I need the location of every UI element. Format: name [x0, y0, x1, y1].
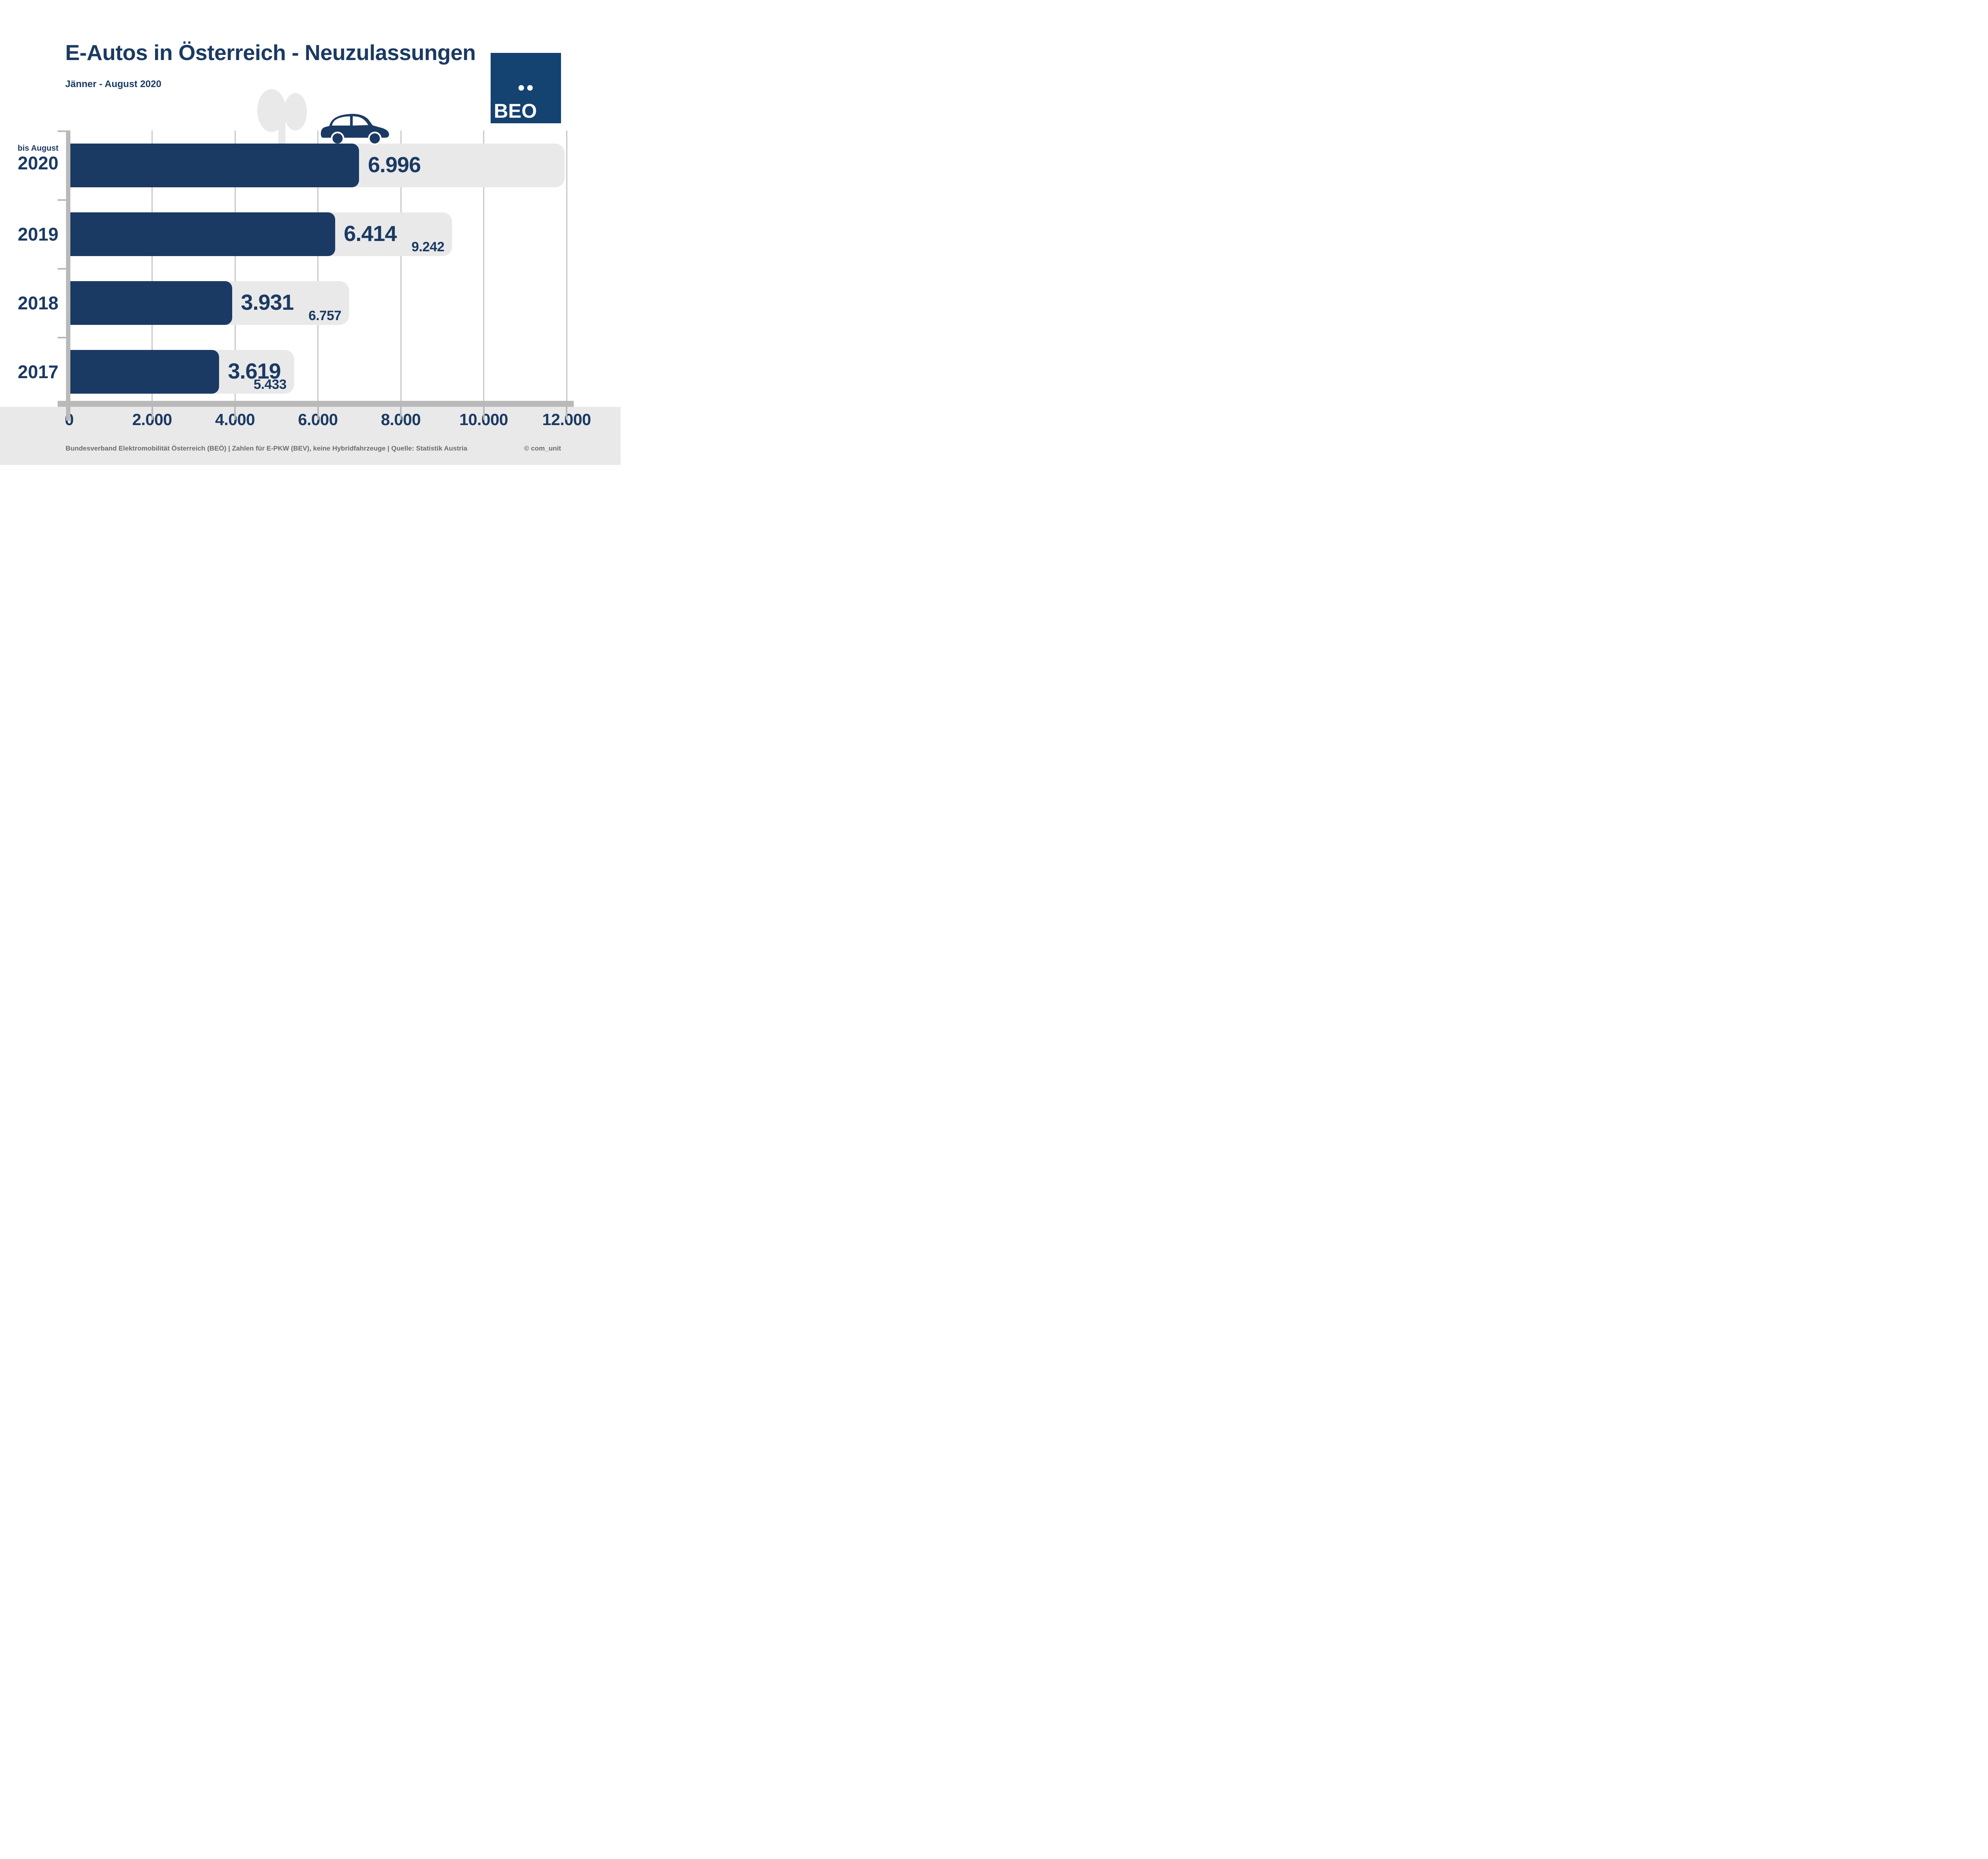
- y-axis-tick: [58, 336, 66, 338]
- gridline: [151, 130, 153, 401]
- x-axis-tick: [317, 407, 319, 420]
- gridline: [483, 130, 484, 401]
- x-axis-tick: [234, 407, 236, 420]
- y-axis-tick: [58, 130, 66, 132]
- chart-title: E-Autos in Österreich - Neuzulassungen: [65, 40, 476, 65]
- x-axis-tick: [566, 407, 567, 420]
- y-axis-tick: [58, 199, 66, 201]
- logo-umlaut-dot-icon: [518, 85, 524, 91]
- year-label: 2018: [8, 293, 58, 313]
- year-note: bis August: [17, 144, 58, 153]
- bar-value: [69, 350, 219, 394]
- x-axis-tick: [400, 407, 402, 420]
- logo-umlaut-dot-icon: [527, 85, 533, 91]
- bar-value-label: 6.996: [368, 152, 421, 177]
- bottom-strip: [0, 407, 621, 465]
- tree-icon: [284, 93, 307, 130]
- year-label: 2017: [8, 362, 58, 382]
- footer-credit-text: © com_unit: [524, 445, 561, 452]
- gridline: [234, 130, 236, 401]
- bar-value: [69, 212, 335, 256]
- x-axis-tick: [483, 407, 485, 420]
- bar-value-label: 6.414: [344, 221, 397, 246]
- footer-source-text: Bundesverband Elektromobilität Österreic…: [66, 445, 468, 452]
- year-text: 2019: [17, 224, 58, 245]
- bar-value-label: 3.619: [228, 359, 281, 384]
- bar-value-label: 3.931: [241, 290, 294, 315]
- tree-trunk-icon: [278, 119, 285, 144]
- logo-text: BEO: [494, 100, 537, 122]
- beo-logo: BEO: [491, 53, 561, 123]
- y-axis-line: [66, 130, 70, 421]
- bar-value: [69, 281, 232, 325]
- y-axis-tick: [58, 268, 66, 270]
- chart-subtitle: Jänner - August 2020: [65, 79, 161, 89]
- gridline: [400, 130, 402, 401]
- gridline: [566, 130, 567, 401]
- x-axis-tick: [151, 407, 153, 420]
- bar-value: [69, 144, 359, 188]
- year-text: 2018: [17, 293, 58, 314]
- infographic-page: E-Autos in Österreich - Neuzulassungen J…: [0, 0, 621, 465]
- x-axis-line: [58, 401, 574, 407]
- year-label: 2019: [8, 224, 58, 244]
- gridline: [317, 130, 318, 401]
- year-text: 2017: [17, 361, 58, 383]
- bar-total-label: 6.757: [308, 308, 342, 324]
- year-text: 2020: [17, 153, 58, 174]
- year-label: bis August 2020: [8, 144, 58, 173]
- bar-total-label: 5.433: [253, 377, 287, 392]
- car-icon: [320, 114, 389, 146]
- bar-total-label: 9.242: [411, 239, 445, 255]
